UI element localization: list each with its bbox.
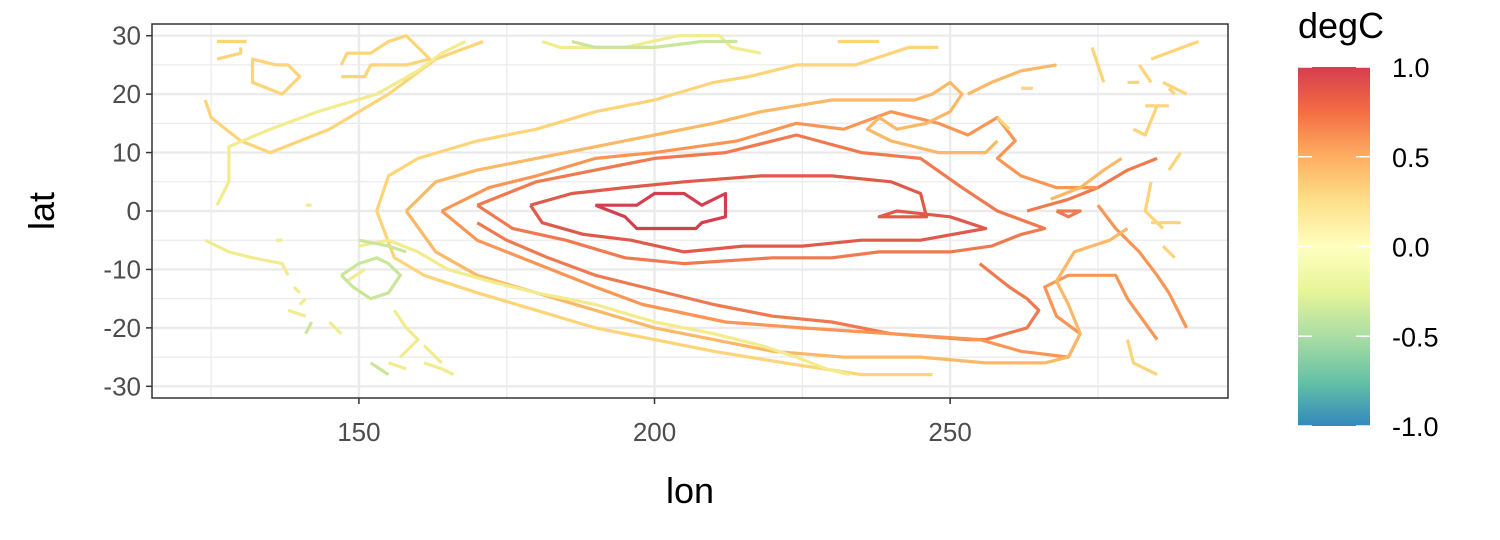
contour-line — [287, 308, 307, 318]
contour-line — [387, 361, 407, 371]
contour-line — [1137, 64, 1153, 84]
contour-line — [1167, 87, 1176, 96]
contour-line — [204, 238, 290, 277]
contour-line — [393, 309, 420, 359]
contour-line — [340, 256, 402, 301]
contour-line — [292, 285, 301, 294]
x-axis: 150 200 250 — [337, 398, 972, 447]
y-tick-label: -10 — [103, 254, 141, 284]
legend: degC 1.0 0.5 0.0 -0.5 -1.0 — [1298, 5, 1439, 442]
contour-line — [1167, 151, 1183, 171]
y-tick-label: -20 — [103, 313, 141, 343]
contour-line — [215, 40, 467, 206]
contour-line — [571, 39, 738, 50]
contour-line — [328, 320, 343, 335]
x-axis-title: lon — [666, 470, 714, 511]
x-tick-label: 150 — [337, 417, 380, 447]
contour-line — [594, 191, 728, 231]
contour-line — [423, 361, 455, 377]
contour-line — [298, 297, 307, 306]
contour-line — [476, 133, 1047, 266]
y-tick-label: -30 — [103, 371, 141, 401]
contour-line — [375, 210, 933, 377]
legend-title: degC — [1298, 5, 1384, 46]
y-axis: 30 20 10 0 -10 -20 -30 — [103, 21, 152, 401]
contour-line — [1150, 40, 1199, 61]
contour-line — [1162, 80, 1188, 96]
contour-line — [250, 57, 302, 96]
y-tick-label: 10 — [112, 138, 141, 168]
colorbar-label: 1.0 — [1392, 53, 1430, 83]
contour-line — [440, 209, 1159, 359]
contour-line — [529, 174, 988, 254]
contour-line — [541, 34, 762, 55]
colorbar-label: -0.5 — [1392, 322, 1439, 352]
contour-line — [1055, 209, 1082, 219]
contour-line — [358, 238, 407, 254]
contour-line — [1050, 157, 1123, 201]
contour-line — [304, 321, 314, 335]
contour-line — [375, 45, 939, 212]
x-tick-label: 250 — [928, 417, 971, 447]
contour-line — [1096, 204, 1189, 329]
contour-line — [440, 110, 1098, 213]
contour-line — [358, 238, 850, 377]
y-tick-label: 0 — [127, 196, 141, 226]
contour-line — [346, 268, 366, 283]
contour-line — [369, 361, 390, 376]
contour-line — [996, 116, 1011, 131]
contour-line — [476, 221, 1041, 342]
y-tick-label: 30 — [112, 21, 141, 51]
colorbar-ticks: 1.0 0.5 0.0 -0.5 -1.0 — [1298, 53, 1439, 442]
y-tick-label: 20 — [112, 79, 141, 109]
contour-line — [1161, 244, 1176, 259]
contour-line — [1090, 46, 1106, 83]
colorbar-label: -1.0 — [1392, 412, 1439, 442]
colorbar-label: 0.5 — [1392, 143, 1430, 173]
contour-lines — [203, 34, 1199, 377]
contour-line — [1132, 105, 1159, 137]
y-axis-title: lat — [21, 192, 62, 230]
contour-line — [422, 344, 443, 365]
contour-line — [967, 63, 1057, 96]
contour-line — [1125, 339, 1158, 377]
contour-line — [216, 47, 243, 61]
contour-line — [405, 80, 999, 213]
x-tick-label: 200 — [633, 417, 676, 447]
contour-line — [339, 34, 432, 79]
colorbar-label: 0.0 — [1392, 233, 1430, 263]
